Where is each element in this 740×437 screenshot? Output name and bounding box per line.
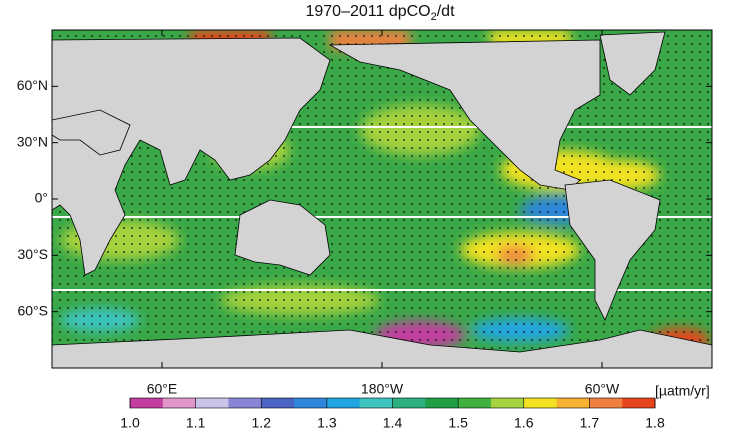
x-tick-label: 60°W (585, 381, 620, 397)
colorbar-segment (162, 398, 196, 408)
colorbar-segment (392, 398, 426, 408)
colorbar-unit: [µatm/yr] (655, 383, 710, 399)
colorbar-tick-label: 1.4 (383, 415, 403, 431)
colorbar-segment (261, 398, 295, 408)
continents (52, 31, 712, 368)
colorbar-segment (195, 398, 229, 408)
colorbar-tick-label: 1.3 (317, 415, 337, 431)
y-tick-label: 30°N (17, 133, 48, 149)
colorbar-tick-label: 1.5 (448, 415, 468, 431)
colorbar-segment (326, 398, 360, 408)
colorbar-segment (556, 398, 590, 408)
colorbar-segment (130, 398, 164, 408)
y-tick-label: 30°S (17, 246, 48, 262)
colorbar-tick-label: 1.1 (186, 415, 206, 431)
colorbar-tick-label: 1.0 (120, 415, 140, 431)
colorbar-segment (622, 398, 656, 408)
colorbar-segment (490, 398, 525, 408)
colorbar-segment (523, 398, 557, 408)
colorbar-segment (589, 398, 623, 408)
axes: 60°N 30°N 0° 30°S 60°S 60°E 180°W 60°W 1.0 1.1 1.2… (17, 30, 712, 431)
colorbar-tick-label: 1.6 (514, 415, 534, 431)
colorbar-segment (228, 398, 262, 408)
y-tick-label: 60°N (17, 77, 48, 93)
colorbar-segment (294, 398, 328, 408)
x-tick-label: 180°W (361, 381, 404, 397)
map (52, 30, 712, 368)
colorbar-tick-label: 1.7 (580, 415, 600, 431)
colorbar-segment (359, 398, 393, 408)
y-tick-label: 60°S (17, 302, 48, 318)
colorbar-tick-label: 1.8 (645, 415, 665, 431)
colorbar-segment (458, 398, 492, 408)
x-tick-label: 60°E (147, 381, 178, 397)
colorbar-tick-label: 1.2 (252, 415, 272, 431)
title: 1970–2011 dpCO2/dt (305, 3, 455, 23)
colorbar-segment (425, 398, 459, 408)
y-tick-label: 0° (35, 190, 48, 206)
